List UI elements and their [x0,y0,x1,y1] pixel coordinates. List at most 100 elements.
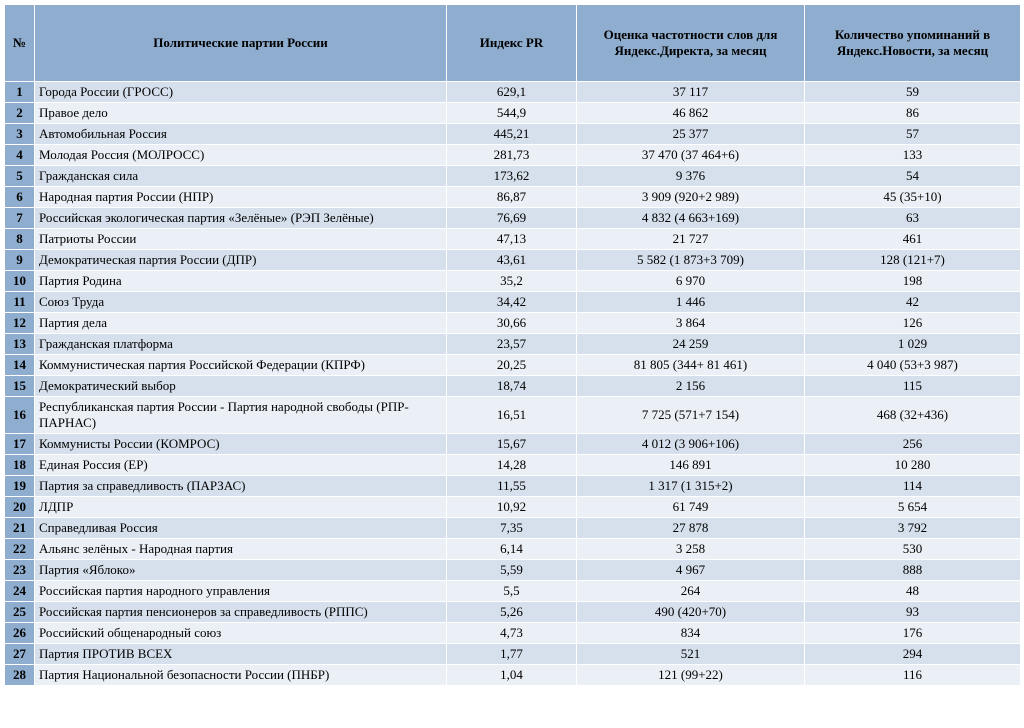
party-name: Демократическая партия России (ДПР) [35,250,447,271]
table-row: 16Республиканская партия России - Партия… [5,397,1021,434]
pr-index: 7,35 [447,518,577,539]
table-row: 17Коммунисты России (КОМРОС)15,674 012 (… [5,434,1021,455]
table-row: 1Города России (ГРОСС)629,137 11759 [5,82,1021,103]
row-number: 23 [5,560,35,581]
party-name: Города России (ГРОСС) [35,82,447,103]
party-name: Коммунисты России (КОМРОС) [35,434,447,455]
pr-index: 281,73 [447,145,577,166]
row-number: 22 [5,539,35,560]
party-name: Народная партия России (НПР) [35,187,447,208]
party-name: Правое дело [35,103,447,124]
row-number: 10 [5,271,35,292]
col-header-freq: Оценка частотности слов для Яндекс.Дирек… [577,5,805,82]
yandex-direct-frequency: 1 446 [577,292,805,313]
yandex-news-mentions: 115 [805,376,1021,397]
pr-index: 86,87 [447,187,577,208]
row-number: 16 [5,397,35,434]
table-row: 7Российская экологическая партия «Зелёны… [5,208,1021,229]
col-header-num: № [5,5,35,82]
row-number: 25 [5,602,35,623]
party-name: Молодая Россия (МОЛРОСС) [35,145,447,166]
table-row: 4Молодая Россия (МОЛРОСС)281,7337 470 (3… [5,145,1021,166]
party-name: Российская партия народного управления [35,581,447,602]
row-number: 24 [5,581,35,602]
pr-index: 47,13 [447,229,577,250]
table-row: 14Коммунистическая партия Российской Фед… [5,355,1021,376]
party-name: Патриоты России [35,229,447,250]
pr-index: 4,73 [447,623,577,644]
yandex-direct-frequency: 3 864 [577,313,805,334]
row-number: 11 [5,292,35,313]
yandex-news-mentions: 133 [805,145,1021,166]
pr-index: 43,61 [447,250,577,271]
pr-index: 5,26 [447,602,577,623]
pr-index: 34,42 [447,292,577,313]
yandex-news-mentions: 93 [805,602,1021,623]
pr-index: 30,66 [447,313,577,334]
yandex-news-mentions: 5 654 [805,497,1021,518]
table-row: 21Справедливая Россия7,3527 8783 792 [5,518,1021,539]
yandex-direct-frequency: 9 376 [577,166,805,187]
party-name: Российская экологическая партия «Зелёные… [35,208,447,229]
party-name: Коммунистическая партия Российской Федер… [35,355,447,376]
party-name: Партия за справедливость (ПАРЗАС) [35,476,447,497]
yandex-direct-frequency: 37 117 [577,82,805,103]
party-name: Российская партия пенсионеров за справед… [35,602,447,623]
row-number: 3 [5,124,35,145]
yandex-direct-frequency: 2 156 [577,376,805,397]
table-row: 15Демократический выбор18,742 156115 [5,376,1021,397]
row-number: 6 [5,187,35,208]
row-number: 14 [5,355,35,376]
party-name: Партия ПРОТИВ ВСЕХ [35,644,447,665]
yandex-news-mentions: 3 792 [805,518,1021,539]
table-header-row: № Политические партии России Индекс PR О… [5,5,1021,82]
row-number: 27 [5,644,35,665]
party-name: ЛДПР [35,497,447,518]
pr-index: 23,57 [447,334,577,355]
table-body: 1Города России (ГРОСС)629,137 117592Прав… [5,82,1021,686]
party-name: Гражданская платформа [35,334,447,355]
party-name: Единая Россия (ЕР) [35,455,447,476]
yandex-direct-frequency: 21 727 [577,229,805,250]
yandex-direct-frequency: 27 878 [577,518,805,539]
row-number: 7 [5,208,35,229]
party-name: Партия дела [35,313,447,334]
party-name: Партия Национальной безопасности России … [35,665,447,686]
col-header-name: Политические партии России [35,5,447,82]
table-row: 22Альянс зелёных - Народная партия6,143 … [5,539,1021,560]
row-number: 20 [5,497,35,518]
yandex-news-mentions: 256 [805,434,1021,455]
table-row: 2Правое дело544,946 86286 [5,103,1021,124]
row-number: 13 [5,334,35,355]
pr-index: 11,55 [447,476,577,497]
yandex-news-mentions: 10 280 [805,455,1021,476]
row-number: 28 [5,665,35,686]
table-row: 3Автомобильная Россия445,2125 37757 [5,124,1021,145]
yandex-direct-frequency: 4 967 [577,560,805,581]
yandex-news-mentions: 294 [805,644,1021,665]
yandex-direct-frequency: 490 (420+70) [577,602,805,623]
yandex-direct-frequency: 146 891 [577,455,805,476]
table-row: 26Российский общенародный союз4,73834176 [5,623,1021,644]
pr-index: 544,9 [447,103,577,124]
table-row: 10Партия Родина35,26 970198 [5,271,1021,292]
yandex-news-mentions: 461 [805,229,1021,250]
table-row: 20ЛДПР10,9261 7495 654 [5,497,1021,518]
row-number: 19 [5,476,35,497]
table-row: 18Единая Россия (ЕР)14,28146 89110 280 [5,455,1021,476]
yandex-direct-frequency: 121 (99+22) [577,665,805,686]
col-header-news: Количество упоминаний в Яндекс.Новости, … [805,5,1021,82]
party-name: Автомобильная Россия [35,124,447,145]
pr-index: 14,28 [447,455,577,476]
party-name: Справедливая Россия [35,518,447,539]
row-number: 5 [5,166,35,187]
yandex-news-mentions: 530 [805,539,1021,560]
pr-index: 629,1 [447,82,577,103]
party-name: Республиканская партия России - Партия н… [35,397,447,434]
yandex-news-mentions: 48 [805,581,1021,602]
yandex-news-mentions: 114 [805,476,1021,497]
yandex-news-mentions: 45 (35+10) [805,187,1021,208]
yandex-direct-frequency: 834 [577,623,805,644]
yandex-direct-frequency: 4 832 (4 663+169) [577,208,805,229]
row-number: 12 [5,313,35,334]
